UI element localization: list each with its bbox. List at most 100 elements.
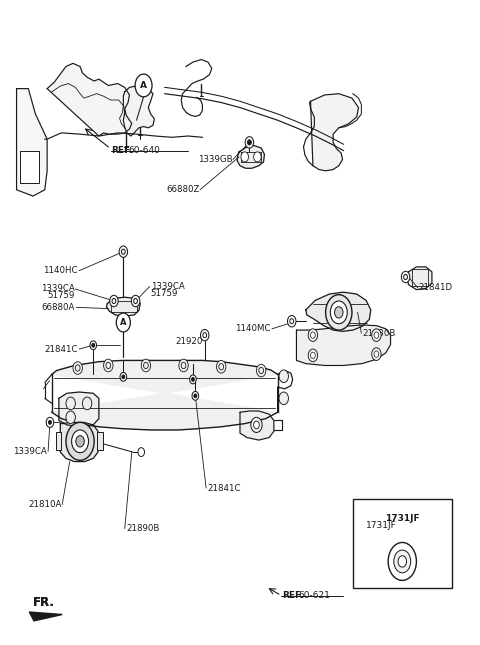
Circle shape: [288, 315, 296, 327]
Circle shape: [119, 246, 128, 257]
Circle shape: [398, 556, 407, 567]
Circle shape: [290, 319, 294, 324]
Circle shape: [253, 421, 259, 429]
Circle shape: [245, 137, 253, 148]
Bar: [20, 150, 39, 183]
Circle shape: [219, 364, 224, 370]
Text: 21920: 21920: [175, 337, 203, 346]
Text: 1339CA: 1339CA: [13, 447, 47, 456]
Text: 1339CA: 1339CA: [41, 284, 74, 293]
Circle shape: [48, 421, 51, 424]
Text: 51759: 51759: [47, 292, 74, 301]
Circle shape: [73, 362, 83, 374]
Text: 1339CA: 1339CA: [151, 282, 184, 291]
Circle shape: [203, 333, 206, 338]
Bar: [97, 433, 103, 450]
Text: 21930B: 21930B: [362, 329, 396, 338]
Text: REF.: REF.: [282, 591, 303, 600]
Text: 66880A: 66880A: [41, 303, 74, 312]
Circle shape: [144, 362, 148, 369]
Circle shape: [201, 330, 209, 341]
Circle shape: [66, 411, 75, 424]
Circle shape: [248, 140, 252, 145]
Circle shape: [311, 332, 315, 339]
Circle shape: [110, 295, 118, 307]
Circle shape: [92, 343, 95, 347]
Text: 1731JF: 1731JF: [366, 521, 396, 530]
Circle shape: [134, 299, 137, 304]
Polygon shape: [237, 146, 264, 168]
Circle shape: [330, 301, 347, 324]
Text: FR.: FR.: [33, 596, 55, 609]
Circle shape: [401, 272, 410, 283]
Circle shape: [76, 435, 84, 447]
Text: 51759: 51759: [151, 289, 178, 298]
Polygon shape: [297, 325, 391, 366]
Text: 21890B: 21890B: [126, 524, 159, 533]
Text: 21841D: 21841D: [419, 283, 453, 292]
Circle shape: [279, 392, 288, 404]
Circle shape: [181, 362, 186, 369]
Text: 60-640: 60-640: [128, 146, 160, 155]
Text: 21841C: 21841C: [207, 484, 240, 493]
Circle shape: [308, 329, 318, 341]
Circle shape: [216, 361, 226, 373]
Circle shape: [279, 370, 288, 382]
Text: 1731JF: 1731JF: [385, 514, 420, 523]
Circle shape: [46, 417, 54, 428]
Circle shape: [106, 362, 110, 369]
Circle shape: [112, 299, 116, 304]
Polygon shape: [311, 94, 359, 171]
Circle shape: [179, 359, 188, 372]
Text: 21841C: 21841C: [44, 344, 78, 353]
Polygon shape: [408, 267, 432, 290]
Circle shape: [116, 313, 131, 332]
Circle shape: [256, 364, 266, 377]
Polygon shape: [240, 411, 274, 440]
Polygon shape: [107, 297, 140, 316]
Circle shape: [122, 375, 125, 379]
Bar: [353, 499, 452, 588]
Circle shape: [192, 377, 194, 381]
Text: 66880Z: 66880Z: [167, 185, 200, 194]
Circle shape: [253, 152, 261, 162]
Text: A: A: [140, 81, 147, 90]
Circle shape: [190, 375, 196, 384]
Circle shape: [72, 430, 88, 453]
Circle shape: [192, 392, 199, 401]
Text: A: A: [120, 318, 127, 327]
Circle shape: [335, 307, 343, 318]
Circle shape: [66, 422, 94, 461]
Circle shape: [66, 397, 75, 410]
Polygon shape: [60, 422, 99, 462]
Circle shape: [120, 372, 127, 381]
Text: FR.: FR.: [33, 596, 55, 609]
Circle shape: [311, 352, 315, 359]
Circle shape: [308, 349, 318, 362]
Text: 1339GB: 1339GB: [198, 155, 233, 164]
Circle shape: [259, 368, 264, 373]
Polygon shape: [306, 292, 371, 332]
Polygon shape: [16, 88, 47, 196]
Text: REF.: REF.: [111, 146, 132, 155]
Circle shape: [394, 550, 411, 573]
Circle shape: [75, 365, 80, 371]
Circle shape: [372, 348, 381, 361]
Circle shape: [194, 394, 197, 398]
Circle shape: [372, 329, 381, 341]
Circle shape: [104, 359, 113, 372]
Polygon shape: [123, 86, 155, 136]
Circle shape: [121, 249, 125, 254]
Circle shape: [325, 295, 352, 330]
Circle shape: [241, 152, 249, 162]
Circle shape: [135, 74, 152, 97]
Circle shape: [374, 332, 379, 339]
Circle shape: [141, 359, 151, 372]
Circle shape: [83, 397, 92, 410]
Text: 1140HC: 1140HC: [43, 266, 78, 275]
Circle shape: [374, 351, 379, 357]
Text: 60-621: 60-621: [299, 591, 331, 600]
Text: 21810A: 21810A: [28, 500, 61, 509]
Bar: [56, 433, 61, 450]
Polygon shape: [59, 392, 99, 427]
